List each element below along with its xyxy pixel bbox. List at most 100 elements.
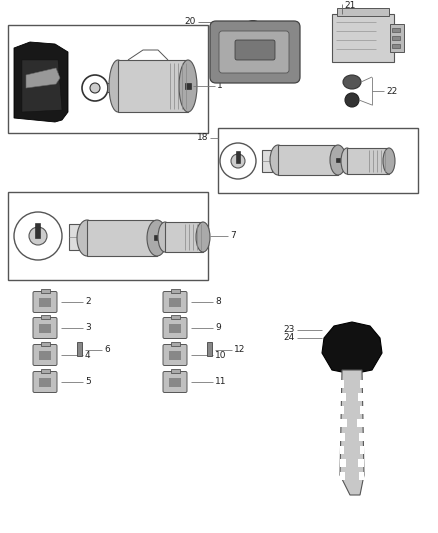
- FancyBboxPatch shape: [33, 344, 57, 366]
- Text: 20: 20: [185, 18, 196, 27]
- Bar: [340, 406, 344, 414]
- Bar: [338, 326, 366, 339]
- FancyBboxPatch shape: [163, 318, 187, 338]
- Bar: [340, 380, 344, 388]
- FancyBboxPatch shape: [33, 318, 57, 338]
- Bar: [40, 314, 49, 319]
- Bar: [39, 377, 51, 386]
- Circle shape: [29, 227, 47, 245]
- Bar: [40, 368, 49, 373]
- Bar: [40, 288, 49, 293]
- Bar: [357, 419, 364, 427]
- Circle shape: [345, 93, 359, 107]
- Bar: [392, 36, 400, 40]
- FancyBboxPatch shape: [163, 344, 187, 366]
- FancyBboxPatch shape: [33, 372, 57, 392]
- Bar: [170, 288, 180, 293]
- FancyBboxPatch shape: [33, 292, 57, 312]
- Bar: [39, 351, 51, 359]
- Text: 10: 10: [215, 351, 226, 359]
- Polygon shape: [14, 42, 68, 122]
- Bar: [332, 14, 394, 62]
- Text: 21: 21: [344, 2, 355, 11]
- Bar: [360, 380, 364, 388]
- Bar: [359, 472, 364, 480]
- Text: 18: 18: [197, 133, 208, 142]
- Bar: [169, 351, 181, 359]
- Text: 8: 8: [215, 297, 221, 306]
- Bar: [390, 24, 404, 52]
- Bar: [169, 297, 181, 306]
- Bar: [358, 393, 364, 401]
- Bar: [165, 222, 203, 252]
- Ellipse shape: [270, 145, 286, 175]
- Bar: [154, 235, 159, 240]
- Bar: [8, 192, 208, 280]
- Text: 9: 9: [215, 324, 221, 333]
- FancyBboxPatch shape: [163, 372, 187, 392]
- Ellipse shape: [158, 222, 172, 252]
- Bar: [69, 224, 81, 250]
- FancyBboxPatch shape: [219, 31, 289, 73]
- Bar: [8, 25, 208, 133]
- Bar: [392, 44, 400, 48]
- Bar: [360, 406, 364, 414]
- Text: 4: 4: [85, 351, 91, 359]
- Bar: [336, 158, 340, 162]
- Bar: [340, 459, 346, 467]
- Text: 6: 6: [104, 345, 110, 354]
- Polygon shape: [22, 60, 62, 112]
- Circle shape: [90, 83, 100, 93]
- Ellipse shape: [147, 220, 167, 256]
- Text: 7: 7: [230, 231, 236, 240]
- FancyBboxPatch shape: [210, 21, 300, 83]
- Ellipse shape: [77, 220, 97, 256]
- Bar: [40, 342, 49, 346]
- Text: 11: 11: [215, 377, 226, 386]
- FancyBboxPatch shape: [235, 40, 275, 60]
- Text: 24: 24: [284, 334, 295, 343]
- Bar: [170, 368, 180, 373]
- Bar: [207, 342, 212, 356]
- Circle shape: [231, 154, 245, 168]
- Bar: [358, 459, 364, 467]
- Bar: [118, 60, 188, 112]
- Ellipse shape: [179, 60, 197, 112]
- Bar: [107, 83, 113, 92]
- Bar: [169, 324, 181, 333]
- FancyBboxPatch shape: [163, 292, 187, 312]
- Text: 1: 1: [217, 82, 223, 91]
- Bar: [340, 419, 347, 427]
- Circle shape: [350, 330, 354, 334]
- Bar: [340, 432, 345, 440]
- Bar: [392, 28, 400, 32]
- Text: 5: 5: [85, 377, 91, 386]
- Bar: [236, 151, 240, 163]
- Bar: [39, 297, 51, 306]
- Ellipse shape: [343, 75, 361, 89]
- Bar: [35, 223, 40, 238]
- Bar: [170, 342, 180, 346]
- Bar: [262, 150, 272, 172]
- Bar: [87, 220, 157, 256]
- Bar: [170, 314, 180, 319]
- Polygon shape: [322, 322, 382, 374]
- Bar: [360, 446, 364, 454]
- Bar: [278, 145, 338, 175]
- Ellipse shape: [341, 148, 353, 174]
- Ellipse shape: [330, 145, 346, 175]
- Bar: [218, 128, 418, 193]
- Bar: [340, 446, 344, 454]
- Bar: [340, 393, 346, 401]
- Bar: [359, 432, 364, 440]
- Bar: [337, 8, 389, 16]
- Bar: [185, 83, 191, 89]
- Polygon shape: [26, 68, 60, 88]
- Text: 3: 3: [85, 324, 91, 333]
- Circle shape: [250, 22, 256, 28]
- Text: 12: 12: [234, 345, 245, 354]
- Bar: [169, 377, 181, 386]
- Bar: [39, 324, 51, 333]
- Bar: [77, 342, 82, 356]
- Ellipse shape: [246, 20, 260, 29]
